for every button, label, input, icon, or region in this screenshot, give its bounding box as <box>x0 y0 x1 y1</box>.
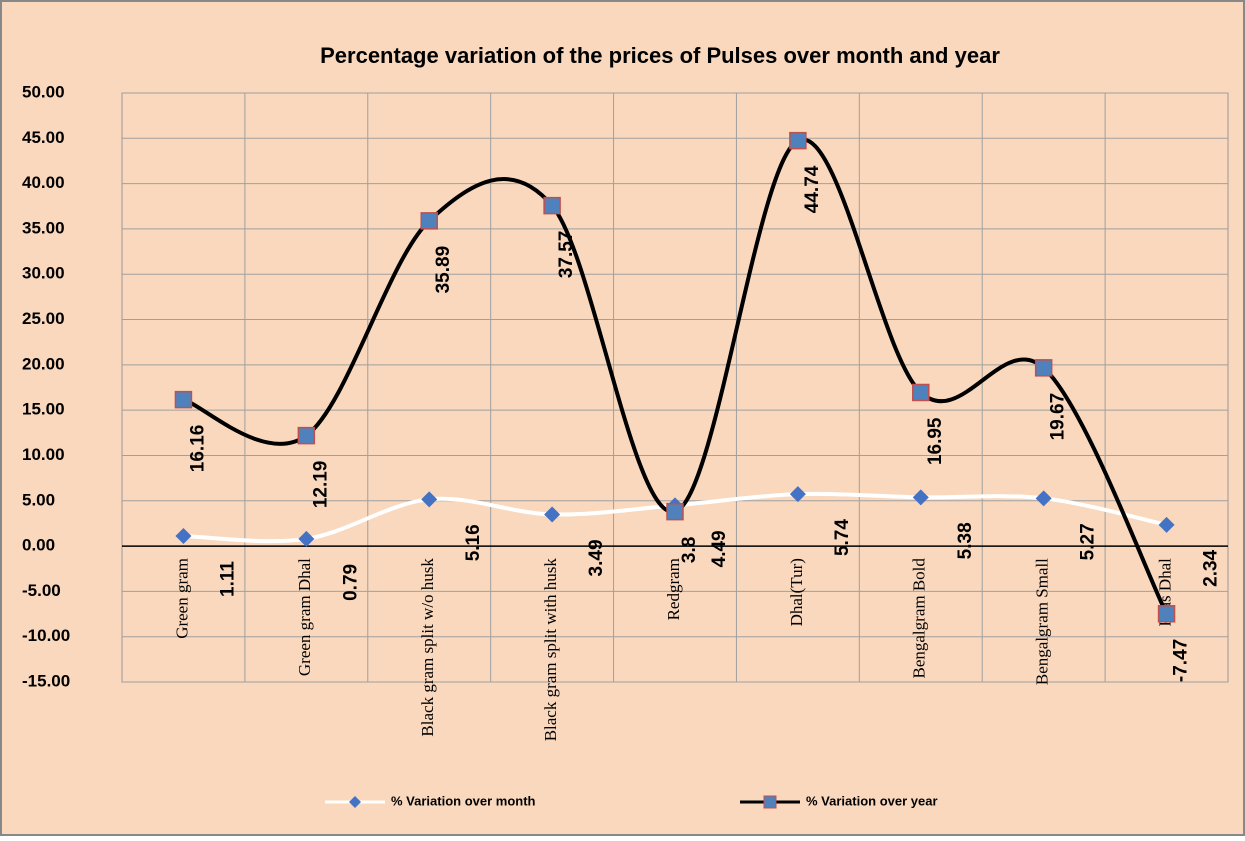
y-tick-label: 25.00 <box>22 309 65 328</box>
y-tick-label: 45.00 <box>22 128 65 147</box>
x-tick-label: Bengalgram Small <box>1033 558 1052 685</box>
data-label: 5.74 <box>832 519 853 556</box>
data-label: 0.79 <box>340 564 361 601</box>
marker <box>666 502 684 521</box>
marker <box>912 489 929 506</box>
data-label: 5.38 <box>955 522 976 559</box>
x-tick-label: Dhal(Tur) <box>787 558 806 626</box>
x-tick-label: Bengalgram Bold <box>910 558 929 679</box>
data-label: 16.16 <box>187 425 208 473</box>
data-label: 37.57 <box>556 231 577 279</box>
marker <box>1158 516 1175 533</box>
marker <box>543 196 561 215</box>
series-line <box>182 137 1169 615</box>
data-label: 19.67 <box>1048 393 1069 441</box>
marker <box>175 528 192 545</box>
y-tick-label: 35.00 <box>22 218 65 237</box>
y-tick-label: -5.00 <box>22 581 61 600</box>
y-tick-label: 40.00 <box>22 173 65 192</box>
data-label: 12.19 <box>310 461 331 509</box>
marker <box>421 491 438 508</box>
marker <box>789 131 807 150</box>
x-tick-label: Black gram split w/o husk <box>418 558 437 737</box>
x-tick-label: Green gram Dhal <box>295 558 314 676</box>
marker <box>789 486 806 503</box>
x-tick-label: Green gram <box>172 558 191 639</box>
legend-marker <box>349 796 361 808</box>
legend-marker <box>763 795 777 809</box>
marker <box>1035 490 1052 507</box>
data-label: 3.49 <box>586 539 607 576</box>
data-label: 1.11 <box>217 561 238 597</box>
chart-title: Percentage variation of the prices of Pu… <box>320 43 1000 68</box>
marker <box>297 426 316 445</box>
data-label: 16.95 <box>925 417 946 465</box>
legend-label: % Variation over month <box>391 793 536 808</box>
y-tick-label: -10.00 <box>22 626 70 645</box>
data-label: 4.49 <box>709 530 730 567</box>
x-tick-label: Black gram split with husk <box>541 558 560 742</box>
y-tick-label: 20.00 <box>22 354 65 373</box>
data-label: 44.74 <box>802 165 823 213</box>
marker <box>912 383 930 402</box>
marker <box>544 506 561 523</box>
y-tick-label: 15.00 <box>22 400 65 419</box>
y-tick-label: 30.00 <box>22 264 65 283</box>
data-label: 2.34 <box>1201 549 1222 586</box>
marker <box>1157 605 1176 623</box>
legend-label: % Variation over year <box>806 793 938 808</box>
data-label: -7.47 <box>1171 639 1192 682</box>
data-label: 5.27 <box>1078 523 1099 560</box>
data-label: 3.8 <box>679 537 700 563</box>
y-tick-label: 10.00 <box>22 445 65 464</box>
y-tick-label: 50.00 <box>22 82 65 101</box>
x-tick-label: Redgram <box>664 558 683 620</box>
marker <box>420 212 438 230</box>
marker <box>1034 359 1053 377</box>
marker <box>298 530 315 547</box>
y-tick-label: 0.00 <box>22 536 55 555</box>
data-label: 5.16 <box>463 524 484 561</box>
data-label: 35.89 <box>433 246 454 294</box>
y-tick-label: -15.00 <box>22 671 70 690</box>
marker <box>174 390 193 409</box>
y-tick-label: 5.00 <box>22 490 55 509</box>
